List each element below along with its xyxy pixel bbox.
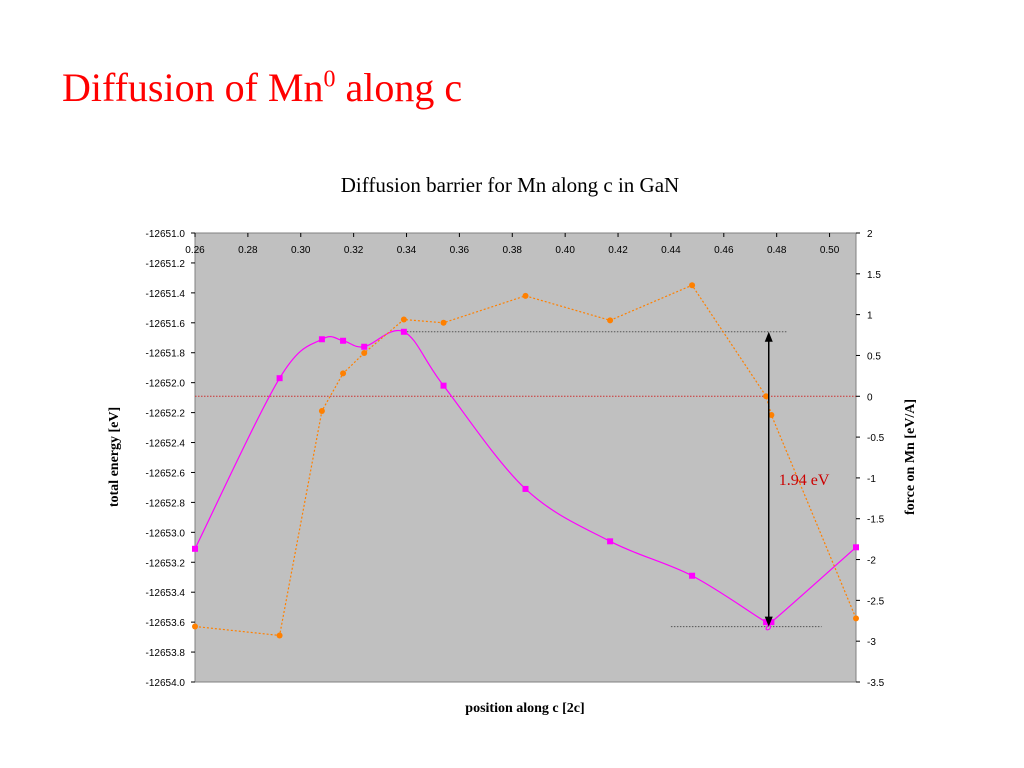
title-text: Diffusion of Mn: [62, 65, 324, 110]
y-left-tick-label: -12653.2: [146, 558, 186, 569]
y-left-tick-label: -12651.8: [146, 349, 186, 360]
y-left-tick-label: -12651.6: [146, 319, 186, 330]
series-point-square: [763, 619, 770, 626]
y-left-tick-label: -12653.0: [146, 528, 186, 539]
annotation-group: 1.94 eV: [764, 331, 830, 627]
annotation-arrowhead-up: [764, 331, 773, 342]
series-point-circle: [689, 282, 696, 289]
series-point-square: [340, 337, 347, 344]
y-left-tick-label: -12653.8: [146, 648, 186, 659]
series-point-square: [689, 572, 696, 579]
y-right-tick-label: -2: [867, 556, 876, 567]
y-left-tick-label: -12654.0: [146, 678, 186, 689]
y-left-tick-label: -12652.6: [146, 468, 186, 479]
series-point-circle: [522, 292, 529, 299]
series-point-circle: [853, 615, 859, 622]
chart-title: Diffusion barrier for Mn along c in GaN: [341, 173, 679, 197]
series-point-circle: [400, 316, 407, 323]
x-axis-label: position along c [2c]: [465, 701, 584, 716]
series-point-square: [768, 619, 775, 626]
annotation-arrowhead-down: [764, 616, 773, 627]
series-group: [192, 282, 859, 639]
series-point-square: [400, 328, 407, 335]
y-right-tick-label: -1.5: [867, 515, 885, 526]
y-axis-label-right: force on Mn [eV/A]: [903, 399, 918, 515]
y-axis-label-left: total energy [eV]: [107, 407, 122, 507]
y-left-tick-label: -12651.4: [146, 289, 186, 300]
y-right-tick-label: 0.5: [867, 351, 881, 362]
y-right-tick-label: -0.5: [867, 433, 885, 444]
x-tick-label: 0.46: [714, 245, 734, 256]
y-right-tick-label: -3: [867, 637, 876, 648]
y-left-tick-label: -12652.8: [146, 498, 186, 509]
annotation-label: 1.94 eV: [779, 472, 830, 489]
y-right-tick-label: 1: [867, 311, 873, 322]
series-point-circle: [192, 623, 198, 630]
x-tick-label: 0.30: [291, 245, 311, 256]
y-left-tick-label: -12652.0: [146, 379, 186, 390]
y-left-tick-label: -12652.4: [146, 439, 186, 450]
y-right-tick-label: -1: [867, 474, 876, 485]
series-point-square: [853, 544, 859, 551]
series-point-square: [522, 485, 529, 492]
y-right-tick-label: 1.5: [867, 270, 881, 281]
series-point-square: [440, 382, 447, 389]
series-point-circle: [361, 350, 368, 357]
series-point-square: [361, 343, 368, 350]
series-point-square: [192, 545, 198, 552]
x-tick-label: 0.26: [185, 245, 205, 256]
y-left-tick-label: -12653.6: [146, 618, 186, 629]
x-tick-label: 0.28: [238, 245, 258, 256]
y-left-tick-label: -12651.0: [146, 229, 186, 240]
x-tick-label: 0.42: [608, 245, 628, 256]
x-tick-label: 0.48: [767, 245, 787, 256]
series-point-square: [607, 538, 614, 545]
series-point-square: [318, 336, 325, 343]
y-right-tick-label: 0: [867, 392, 873, 403]
series-point-circle: [768, 412, 775, 419]
series-point-square: [276, 375, 283, 382]
y-right-tick-label: 2: [867, 229, 873, 240]
x-tick-label: 0.34: [397, 245, 417, 256]
series-point-circle: [340, 370, 347, 377]
x-tick-label: 0.44: [661, 245, 681, 256]
series-point-circle: [276, 632, 283, 639]
title-superscript: 0: [323, 66, 336, 93]
x-tick-label: 0.50: [820, 245, 840, 256]
y-left-tick-label: -12651.2: [146, 259, 186, 270]
x-tick-label: 0.36: [450, 245, 470, 256]
y-right-tick-label: -2.5: [867, 596, 885, 607]
title-suffix: along c: [335, 65, 463, 110]
y-left-tick-label: -12652.2: [146, 409, 186, 420]
series-point-circle: [440, 319, 447, 326]
y-right-tick-label: -3.5: [867, 678, 885, 689]
y-left-tick-label: -12653.4: [146, 588, 186, 599]
slide-title: Diffusion of Mn0 along c: [62, 68, 462, 108]
plot-area: [194, 232, 857, 683]
series-point-circle: [763, 393, 770, 400]
x-tick-label: 0.40: [555, 245, 575, 256]
x-tick-label: 0.32: [344, 245, 364, 256]
series-point-circle: [607, 317, 614, 324]
x-tick-label: 0.38: [503, 245, 523, 256]
axes-group: 0.26 0.28 0.30 0.32 0.34 0.36 0.38 0.40 0.42 0.44…: [146, 229, 885, 689]
series-point-circle: [318, 407, 325, 414]
